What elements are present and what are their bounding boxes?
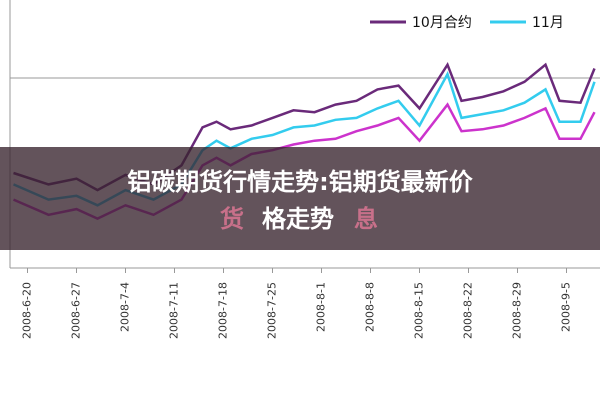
x-tick-label: 2008-8-15 bbox=[413, 282, 426, 339]
x-tick-label: 2008-6-20 bbox=[21, 282, 34, 339]
x-tick-label: 2008-7-25 bbox=[266, 282, 279, 339]
faded-text: 货 bbox=[220, 205, 244, 233]
banner-band bbox=[0, 147, 600, 250]
banner: 货 息 铝碳期货行情走势:铝期货最新价 格走势 bbox=[0, 147, 600, 250]
x-tick-label: 2008-8-8 bbox=[364, 282, 377, 332]
legend-label: 11月 bbox=[532, 15, 564, 31]
legend-label: 10月合约 bbox=[412, 15, 472, 31]
faded-text: 息 bbox=[354, 205, 378, 233]
x-tick-label: 2008-8-1 bbox=[315, 282, 328, 332]
x-tick-label: 2008-8-29 bbox=[511, 282, 524, 339]
x-tick-label: 2008-7-11 bbox=[168, 282, 181, 339]
x-tick-label: 2008-9-5 bbox=[560, 282, 573, 332]
banner-title: 格走势 bbox=[262, 205, 334, 233]
banner-title: 铝碳期货行情走势:铝期货最新价 bbox=[127, 168, 474, 196]
x-tick-label: 2008-6-27 bbox=[70, 282, 83, 339]
x-tick-label: 2008-8-22 bbox=[462, 282, 475, 339]
x-tick-label: 2008-7-18 bbox=[217, 282, 230, 339]
x-tick-label: 2008-7-4 bbox=[119, 282, 132, 332]
